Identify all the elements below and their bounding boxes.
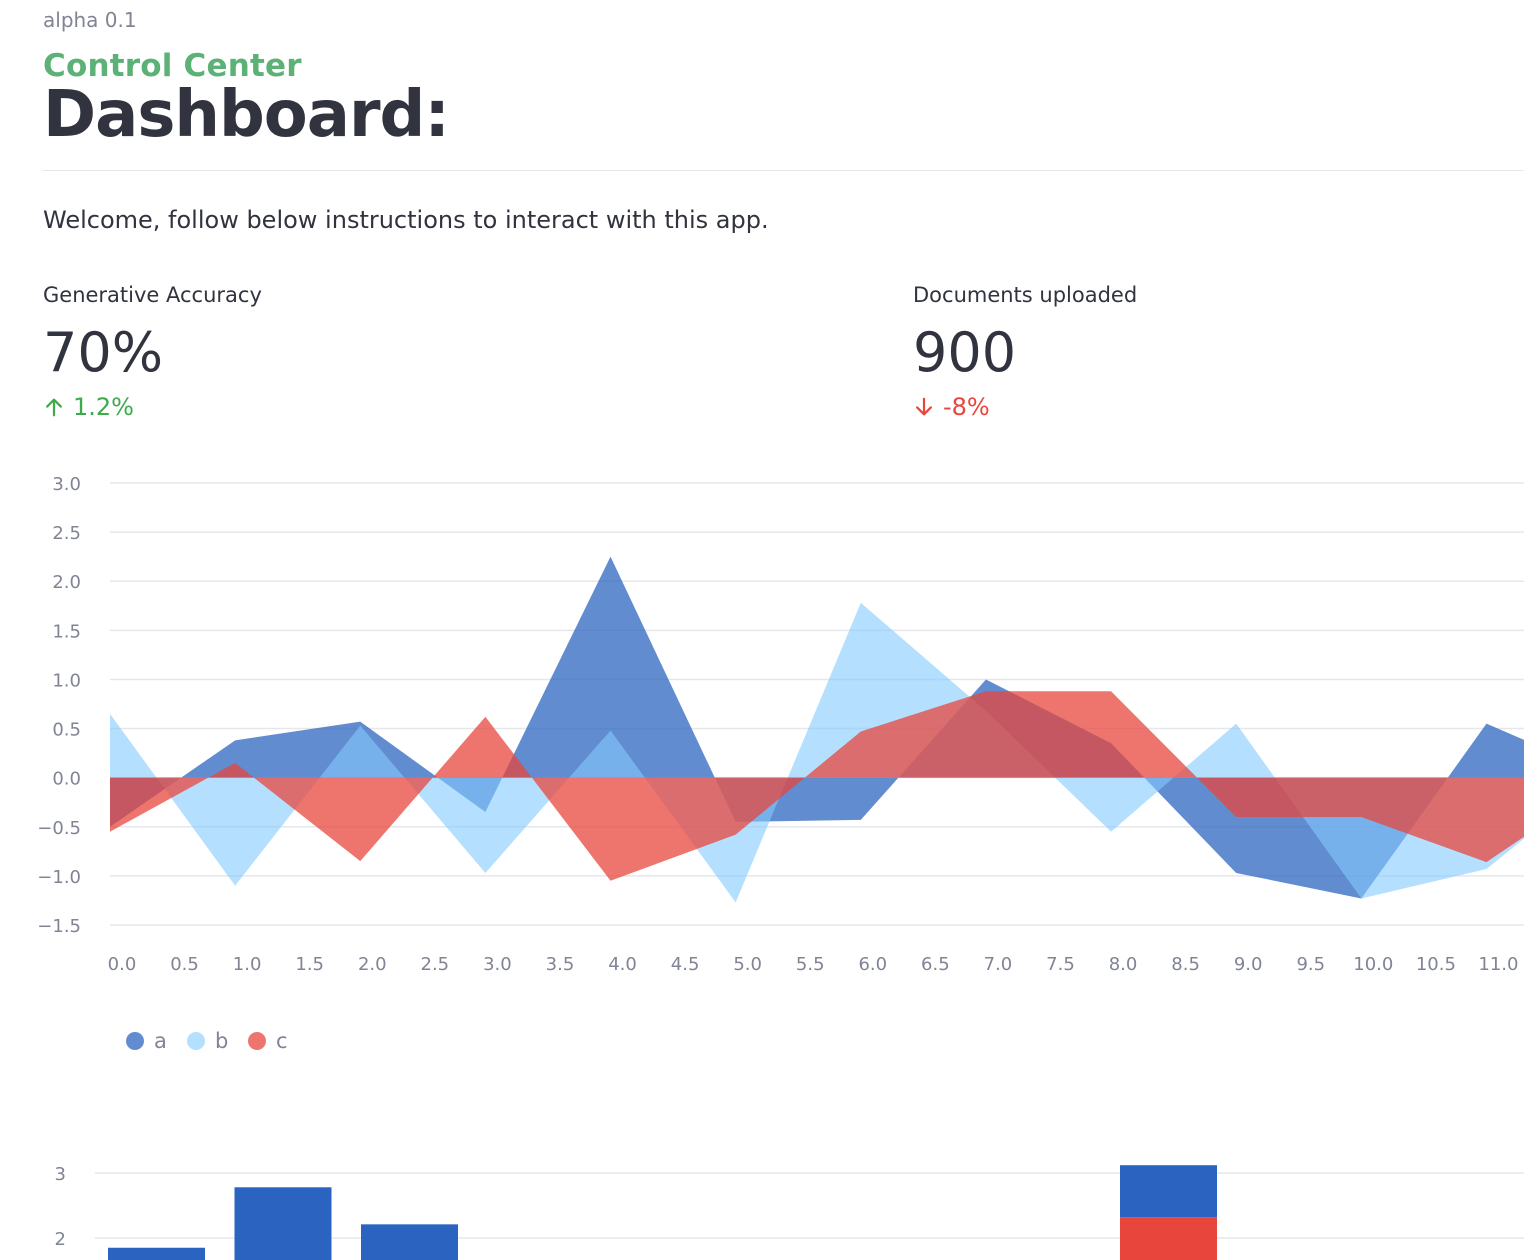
legend-label-c[interactable]: c <box>276 1029 288 1053</box>
x-tick-label: 4.0 <box>608 954 637 975</box>
x-tick-label: 10.0 <box>1353 954 1393 975</box>
y-tick-label: 2.5 <box>52 523 81 544</box>
x-tick-label: 10.5 <box>1416 954 1456 975</box>
metric-delta-value: 1.2% <box>73 393 134 421</box>
metric-label: Documents uploaded <box>913 283 1138 307</box>
x-tick-label: 8.5 <box>1171 954 1200 975</box>
y-tick-label: −1.0 <box>37 867 81 888</box>
metric-value: 900 <box>913 321 1017 384</box>
page-title: Dashboard: <box>43 78 450 152</box>
y-tick-label: −0.5 <box>37 818 81 839</box>
x-tick-label: 2.0 <box>358 954 387 975</box>
y-tick-label: 3 <box>55 1164 66 1185</box>
y-tick-label: 0.0 <box>52 769 81 790</box>
metric-generative-accuracy: Generative Accuracy 70% 1.2% <box>43 283 262 421</box>
header-divider <box>43 170 1524 171</box>
y-tick-label: 0.5 <box>52 720 81 741</box>
bar-a-8[interactable] <box>1120 1165 1217 1218</box>
legend-swatch-a <box>126 1032 144 1050</box>
area-chart[interactable]: −1.5 −1.0 −0.5 0.0 0.5 1.0 1.5 2.0 2.5 3.0 0.0 0.5 1… <box>0 455 1524 1055</box>
x-tick-label: 5.5 <box>796 954 825 975</box>
x-tick-label: 7.0 <box>984 954 1013 975</box>
legend-label-a[interactable]: a <box>154 1029 167 1053</box>
plot-area <box>110 556 1524 903</box>
y-tick-label: −1.5 <box>37 916 81 937</box>
arrow-down-icon <box>916 397 932 416</box>
page-subtitle: Control Center <box>43 48 302 84</box>
metric-delta: 1.2% <box>43 393 262 421</box>
arrow-up-icon <box>46 398 62 417</box>
metric-value: 70% <box>43 321 164 384</box>
x-tick-label: 1.0 <box>233 954 262 975</box>
bar-a-0[interactable] <box>108 1247 205 1260</box>
welcome-text: Welcome, follow below instructions to in… <box>43 206 769 234</box>
metric-documents-uploaded: Documents uploaded 900 -8% <box>913 283 1137 421</box>
x-tick-label: 7.5 <box>1046 954 1075 975</box>
x-tick-label: 11.0 <box>1478 954 1518 975</box>
x-tick-label: 0.0 <box>108 954 137 975</box>
x-tick-label: 9.5 <box>1296 954 1325 975</box>
y-tick-label: 2.0 <box>52 572 81 593</box>
x-tick-label: 8.0 <box>1109 954 1138 975</box>
y-tick-label: 1.5 <box>52 621 81 642</box>
area-series-c[interactable] <box>110 691 1524 881</box>
x-tick-label: 0.5 <box>170 954 199 975</box>
y-tick-label: 1.0 <box>52 670 81 691</box>
x-tick-label: 5.0 <box>733 954 762 975</box>
bar-chart[interactable]: 23 <box>0 1140 1524 1260</box>
metric-delta: -8% <box>913 393 1137 421</box>
x-tick-label: 4.5 <box>671 954 700 975</box>
legend-label-b[interactable]: b <box>215 1029 228 1053</box>
x-tick-label: 6.5 <box>921 954 950 975</box>
legend-swatch-c <box>248 1032 266 1050</box>
bar-a-2[interactable] <box>361 1224 458 1260</box>
metric-delta-value: -8% <box>943 393 990 421</box>
y-tick-label: 3.0 <box>52 474 81 495</box>
x-tick-label: 6.0 <box>858 954 887 975</box>
x-tick-label: 3.0 <box>483 954 512 975</box>
x-tick-label: 3.5 <box>546 954 575 975</box>
bar-c-8[interactable] <box>1120 1217 1217 1260</box>
bar-a-1[interactable] <box>234 1187 332 1260</box>
area-series-b[interactable] <box>110 602 1524 903</box>
legend-swatch-b <box>187 1032 205 1050</box>
app-version: alpha 0.1 <box>43 8 137 32</box>
metric-label: Generative Accuracy <box>43 283 262 307</box>
x-tick-label: 2.5 <box>421 954 450 975</box>
x-tick-label: 9.0 <box>1234 954 1263 975</box>
x-tick-label: 1.5 <box>295 954 324 975</box>
y-tick-label: 2 <box>55 1229 66 1250</box>
